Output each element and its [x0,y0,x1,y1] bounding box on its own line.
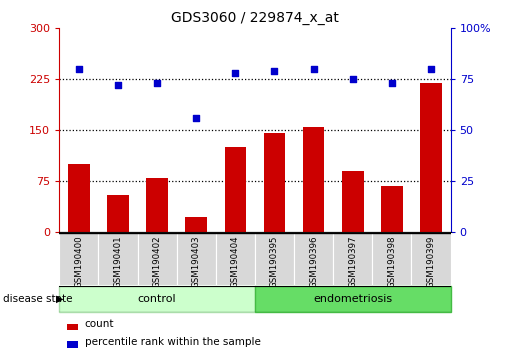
Bar [381,186,403,232]
Bar [98,233,138,285]
Bar [59,233,98,285]
Point [310,66,318,72]
Text: count: count [84,319,114,329]
Text: disease state: disease state [3,294,72,304]
Bar [411,233,451,285]
Bar [68,164,90,232]
Bar [67,341,78,348]
Bar [185,217,207,232]
Bar [372,233,411,285]
Title: GDS3060 / 229874_x_at: GDS3060 / 229874_x_at [171,11,339,24]
Bar [59,286,255,312]
Bar [264,133,285,232]
Point [153,80,161,86]
Bar [342,171,364,232]
Bar [146,178,168,232]
Point [349,76,357,82]
Bar [303,127,324,232]
Text: GSM190402: GSM190402 [152,236,162,289]
Text: GSM190398: GSM190398 [387,236,397,288]
Bar [255,286,451,312]
Point [75,66,83,72]
Text: GSM190399: GSM190399 [426,236,436,288]
Bar [420,82,442,232]
Point [114,82,122,88]
Text: ▶: ▶ [56,294,63,304]
Text: GSM190401: GSM190401 [113,236,123,289]
Bar [225,147,246,232]
Bar [138,233,177,285]
Text: GSM190397: GSM190397 [348,236,357,288]
Text: GSM190395: GSM190395 [270,236,279,288]
Text: percentile rank within the sample: percentile rank within the sample [84,337,261,347]
Text: GSM190396: GSM190396 [309,236,318,288]
Text: endometriosis: endometriosis [313,294,392,304]
Bar [216,233,255,285]
Text: GSM190404: GSM190404 [231,236,240,289]
Point [427,66,435,72]
Text: GSM190403: GSM190403 [192,236,201,289]
Text: GSM190400: GSM190400 [74,236,83,289]
Bar [255,233,294,285]
Point [192,115,200,121]
Bar [67,324,78,330]
Bar [333,233,372,285]
Point [231,70,239,76]
Point [388,80,396,86]
Point [270,68,279,74]
Bar [107,195,129,232]
Bar [294,233,333,285]
Bar [177,233,216,285]
Text: control: control [138,294,176,304]
